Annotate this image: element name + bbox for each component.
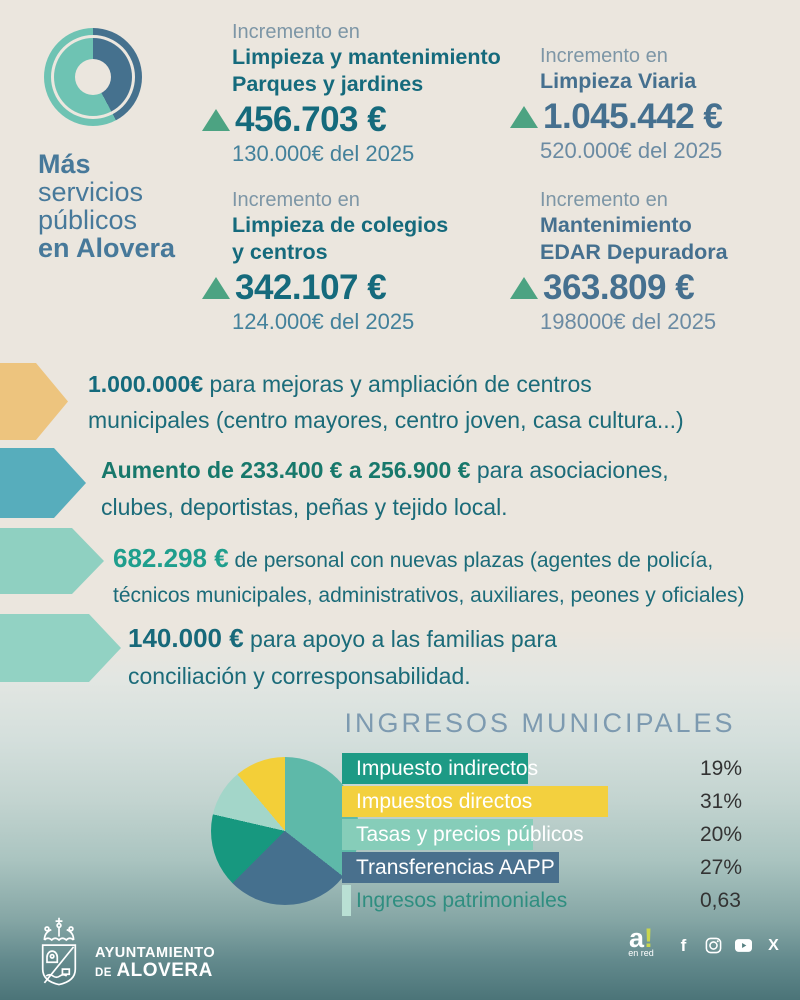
pie-chart bbox=[211, 757, 359, 905]
bar-value: 31% bbox=[700, 790, 743, 813]
bullet-description: para mejoras y ampliación de centros mun… bbox=[88, 371, 684, 433]
facebook-icon[interactable]: f bbox=[680, 935, 687, 955]
bar-fill bbox=[342, 753, 528, 784]
bullet-personal: 682.298 € de personal con nuevas plazas … bbox=[113, 541, 793, 613]
tagline-line: Más bbox=[38, 149, 91, 179]
increment-title: Limpieza y mantenimiento Parques y jardi… bbox=[232, 45, 501, 96]
arrow-bullet-icon bbox=[0, 528, 104, 594]
increment-card-viaria: Incremento en Limpieza Viaria 1.045.442 … bbox=[510, 44, 800, 164]
aenred-a: a bbox=[628, 923, 645, 953]
bar-row: Transferencias AAPP 27% bbox=[342, 852, 782, 883]
increment-base: 130.000€ del 2025 bbox=[232, 141, 415, 166]
arrow-bullet-icon bbox=[0, 363, 68, 440]
bullet-description: de personal con nuevas plazas (agentes d… bbox=[113, 549, 745, 607]
bullet-description: para asociaciones, clubes, deportistas, … bbox=[101, 457, 669, 520]
increment-amount: 342.107 € bbox=[235, 268, 387, 307]
bullet-centros-municipales: 1.000.000€ para mejoras y ampliación de … bbox=[88, 366, 748, 438]
chart-title: INGRESOS MUNICIPALES bbox=[344, 708, 736, 738]
bar-row: Ingresos patrimoniales 0,63 bbox=[342, 885, 782, 916]
arrow-bullet-icon bbox=[0, 448, 86, 518]
bar-label: Impuesto indirectos bbox=[356, 757, 539, 780]
bar-label: Tasas y precios públicos bbox=[356, 823, 584, 846]
bullet-familias: 140.000 € para apoyo a las familias para… bbox=[128, 620, 688, 695]
bar-label: Transferencias AAPP bbox=[356, 856, 555, 879]
social-links: a! en red f X ♪ bbox=[620, 925, 800, 959]
increment-title: Limpieza Viaria bbox=[540, 69, 697, 93]
bar-fill bbox=[342, 819, 533, 850]
tagline-line: públicos bbox=[38, 205, 138, 235]
increment-base: 124.000€ del 2025 bbox=[232, 309, 415, 334]
page-title: Más servicios públicos en Alovera bbox=[38, 150, 175, 262]
tiktok-icon[interactable]: ♪ bbox=[795, 935, 800, 955]
donut-inner-ring bbox=[51, 35, 135, 119]
bar-label: Ingresos patrimoniales bbox=[356, 889, 568, 912]
bar-row: Impuestos directos 31% bbox=[342, 786, 782, 817]
increment-base: 520.000€ del 2025 bbox=[540, 138, 723, 163]
increase-triangle-icon bbox=[510, 277, 538, 299]
brand-text: AYUNTAMIENTO DE ALOVERA bbox=[95, 945, 215, 982]
aenred-bang: ! bbox=[644, 923, 654, 953]
bar-label: Impuestos directos bbox=[356, 790, 533, 813]
increment-kicker: Incremento en bbox=[232, 189, 360, 211]
increment-base: 198000€ del 2025 bbox=[540, 309, 717, 334]
increment-kicker: Incremento en bbox=[232, 21, 360, 43]
bar-value: 0,63 bbox=[700, 889, 741, 912]
brand-de: DE bbox=[95, 967, 112, 979]
bullet-amount: 1.000.000€ bbox=[88, 371, 204, 397]
bar-fill bbox=[342, 885, 351, 916]
bullet-amount: Aumento de 233.400 € a 256.900 € bbox=[101, 457, 471, 483]
bullet-asociaciones: Aumento de 233.400 € a 256.900 € para as… bbox=[101, 452, 751, 526]
bullet-amount: 682.298 € bbox=[113, 543, 229, 573]
increase-triangle-icon bbox=[510, 106, 538, 128]
bar-value: 20% bbox=[700, 823, 743, 846]
aenred-sub: en red bbox=[628, 948, 654, 958]
donut-hole bbox=[75, 59, 111, 95]
bar-value: 27% bbox=[700, 856, 743, 879]
increment-title: Limpieza de colegios y centros bbox=[232, 213, 449, 264]
increment-amount: 456.703 € bbox=[235, 100, 387, 139]
x-icon[interactable]: X bbox=[768, 936, 779, 954]
increment-amount: 363.809 € bbox=[543, 268, 695, 307]
bar-value: 19% bbox=[700, 757, 743, 780]
increment-kicker: Incremento en bbox=[540, 45, 668, 67]
tagline-line: servicios bbox=[38, 177, 144, 207]
bullet-amount: 140.000 € bbox=[128, 623, 244, 653]
instagram-icon[interactable] bbox=[705, 937, 722, 954]
increment-card-parques: Incremento en Limpieza y mantenimiento P… bbox=[202, 20, 542, 167]
arrow-bullet-icon bbox=[0, 614, 121, 682]
increment-card-colegios: Incremento en Limpieza de colegios y cen… bbox=[202, 188, 542, 335]
brand-alovera: ALOVERA bbox=[116, 960, 213, 981]
increment-kicker: Incremento en bbox=[540, 189, 668, 211]
brand-line-ayuntamiento: AYUNTAMIENTO bbox=[95, 945, 216, 961]
increment-amount: 1.045.442 € bbox=[543, 97, 723, 136]
increment-card-edar: Incremento en Mantenimiento EDAR Depurad… bbox=[510, 188, 800, 335]
tagline-line: en Alovera bbox=[38, 233, 176, 263]
increase-triangle-icon bbox=[202, 109, 230, 131]
bar-fill bbox=[342, 786, 608, 817]
increment-title: Mantenimiento EDAR Depuradora bbox=[540, 213, 728, 264]
coat-of-arms-icon bbox=[41, 917, 77, 986]
bar-row: Impuesto indirectos 19% bbox=[342, 753, 782, 784]
bar-chart: Impuesto indirectos 19% Impuestos direct… bbox=[342, 753, 782, 918]
bar-fill bbox=[342, 852, 559, 883]
increase-triangle-icon bbox=[202, 277, 230, 299]
youtube-icon[interactable] bbox=[735, 937, 752, 954]
ayuntamiento-logo: AYUNTAMIENTO DE ALOVERA bbox=[33, 916, 215, 988]
donut-chart-icon bbox=[44, 28, 142, 126]
bar-row: Tasas y precios públicos 20% bbox=[342, 819, 782, 850]
aenred-logo[interactable]: a! en red bbox=[620, 925, 662, 959]
bullet-description: para apoyo a las familias para conciliac… bbox=[128, 626, 557, 689]
